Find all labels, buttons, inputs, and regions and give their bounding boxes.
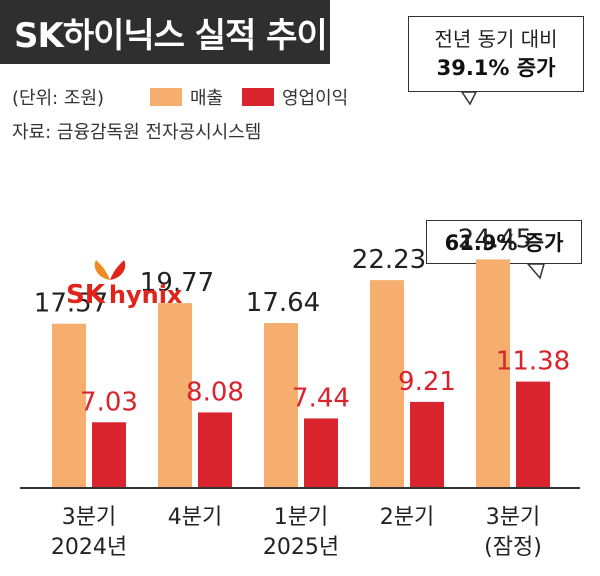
op-value-label: 9.21 <box>398 367 456 397</box>
callout-sales-growth-line2: 39.1% 증가 <box>436 56 556 80</box>
sales-value-label: 17.64 <box>246 288 320 318</box>
callout-sales-growth-line1: 전년 동기 대비 <box>434 27 558 51</box>
x-tick-label: 1분기 <box>274 505 328 530</box>
logo-hynix-text: hynix <box>108 281 183 309</box>
op-bar <box>516 381 550 488</box>
sales-bar <box>264 323 298 488</box>
source-label: 자료: 금융감독원 전자공시시스템 <box>12 122 262 143</box>
op-bar <box>198 412 232 488</box>
sales-bar <box>476 259 510 488</box>
x-tick-label: 2분기 <box>380 505 434 530</box>
x-tick-label: 2024년 <box>51 535 127 560</box>
x-tick-label: (잠정) <box>484 535 542 560</box>
callout-op-growth-text: 61.9% 증가 <box>444 231 564 255</box>
sales-bar <box>370 280 404 488</box>
x-tick-label: 3분기 <box>62 505 116 530</box>
x-tick-label: 2025년 <box>263 535 339 560</box>
legend-sales-swatch <box>150 88 182 106</box>
unit-label: (단위: 조원) <box>12 88 105 109</box>
sales-bar <box>52 323 86 488</box>
sales-bar <box>158 303 192 488</box>
sales-value-label: 19.77 <box>140 268 214 298</box>
op-value-label: 11.38 <box>496 347 570 377</box>
logo-sk-text: SK <box>66 280 105 310</box>
legend-op-swatch <box>242 88 274 106</box>
op-value-label: 8.08 <box>186 377 244 407</box>
callout-op-pointer <box>526 263 545 280</box>
sk-hynix-logo: SK hynix <box>66 260 183 310</box>
callout-sales-growth: 전년 동기 대비 39.1% 증가 <box>408 16 584 92</box>
op-bar <box>92 422 126 488</box>
sales-value-label: 24.45 <box>458 224 532 254</box>
op-value-label: 7.44 <box>292 383 350 413</box>
x-tick-label: 3분기 <box>486 505 540 530</box>
legend-op: 영업이익 <box>242 84 348 110</box>
op-bar <box>410 401 444 488</box>
legend-op-label: 영업이익 <box>282 88 349 109</box>
sales-value-label: 17.57 <box>34 289 108 319</box>
sales-value-label: 22.23 <box>352 245 426 275</box>
x-tick-label: 4분기 <box>168 505 222 530</box>
legend-sales-label: 매출 <box>190 88 224 109</box>
callout-sales-pointer <box>460 91 478 106</box>
butterfly-icon <box>94 260 126 280</box>
op-bar <box>304 418 338 488</box>
chart-title: SK하이닉스 실적 추이 <box>0 0 330 64</box>
op-value-label: 7.03 <box>80 387 138 417</box>
legend-sales: 매출 <box>150 84 223 110</box>
